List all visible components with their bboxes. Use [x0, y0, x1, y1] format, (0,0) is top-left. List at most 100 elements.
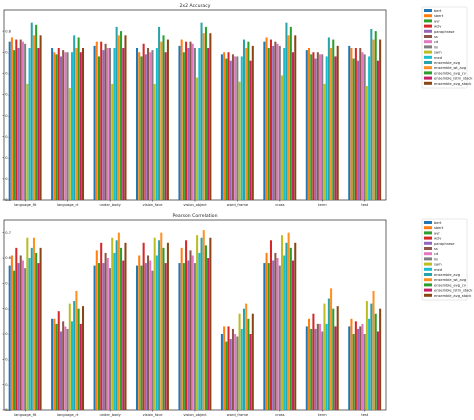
bar-avr-cross [267, 263, 270, 410]
y-tick-label: 0.4 [5, 114, 11, 118]
bar-sam-vision_face [153, 83, 156, 200]
bar-avr-language_fit [13, 50, 16, 200]
bar-cd-term [319, 323, 322, 410]
bar-ensemble_avg_cv-vision_face [162, 247, 165, 410]
bar-med-vision_object [198, 252, 201, 410]
bar-ensemble_avg-vision_face [158, 240, 161, 410]
bar-sbert-vision_object [180, 39, 183, 201]
bar-ensemble_avg_stack-cross [294, 242, 297, 410]
bar-paraphrase-test [357, 60, 360, 200]
bar-sam-cross [280, 75, 284, 200]
bar-ensemble_wt_avg-test [372, 290, 375, 410]
bar-sam-cross [280, 235, 284, 410]
bar-ss-cross [274, 41, 277, 200]
bar-avr-language_rt [55, 54, 58, 200]
bar-bert-term [305, 326, 308, 410]
bar-ensemble_avg_stack-vision_face [166, 242, 169, 410]
legend-swatch-ss [424, 247, 432, 250]
bar-ensemble_wt_avg-under_body [117, 232, 120, 410]
chart-2: Pearson Correlation 0.0 0.1 0.2 0.3 0.4 0.5 0.… [2, 213, 473, 417]
x-tick-label: term [318, 203, 327, 207]
bar-ss-vision_object [189, 41, 192, 200]
legend-label-ensemble_avg_cv: ensemble_avg_cv [434, 71, 467, 75]
bar-sbert-term [307, 48, 311, 200]
bar-w2v-language_rt [57, 48, 60, 200]
bar-sbert-term [307, 318, 311, 410]
bar-avr-under_body [97, 56, 100, 200]
bar-paraphrase-under_body [102, 50, 105, 200]
y-tick-label: 0.7 [5, 50, 11, 54]
bar-w2v-vision_object [185, 240, 188, 410]
bar-med-vision_face [155, 255, 158, 410]
y-tick-label: 0.4 [5, 307, 11, 311]
bar-ensemble_avg_stack-test [379, 39, 382, 201]
bar-paraphrase-term [314, 328, 317, 410]
bar-lin-vision_face [151, 270, 154, 410]
bar-lin-language_fit [24, 43, 27, 200]
bar-ensemble_avg_stack-under_body [124, 35, 127, 200]
bar-med-term [325, 56, 328, 200]
bar-ensemble_wt_avg-test [372, 39, 375, 201]
bar-med-under_body [113, 48, 116, 200]
bar-bert-language_rt [51, 48, 54, 200]
bar-cd-language_fit [21, 260, 24, 410]
bar-bert-term [305, 50, 308, 200]
bar-ensemble_wt_avg-vision_face [160, 232, 163, 410]
legend-swatch-lin [424, 257, 432, 261]
bar-ensemble_avg-language_rt [73, 35, 76, 200]
bar-lin-term [321, 54, 324, 200]
legend-swatch-bert [424, 9, 432, 12]
x-tick-label: under_body [100, 413, 122, 417]
bar-cd-under_body [106, 48, 109, 200]
bar-bert-word_frame [220, 334, 223, 410]
bar-w2v-cross [269, 39, 272, 201]
legend-swatch-w2v [424, 236, 432, 240]
bar-ensemble_avg-under_body [115, 26, 118, 200]
bar-paraphrase-language_rt [59, 56, 62, 200]
bar-ensemble_avg-vision_object [200, 237, 203, 410]
legend-label-ensemble_avg_cv: ensemble_avg_cv [434, 283, 467, 287]
legend-label-sbert: sbert [434, 14, 444, 18]
bar-lin-term [321, 331, 324, 410]
bar-w2v-vision_face [142, 43, 145, 200]
bar-sbert-language_fit [10, 37, 13, 200]
x-tick-label: test [361, 413, 368, 417]
bar-sbert-language_rt [53, 318, 56, 410]
legend-label-paraphrase: paraphrase [434, 242, 455, 246]
bar-lin-word_frame [236, 336, 239, 410]
bar-sam-test [365, 301, 368, 410]
bar-ensemble_avg-term [327, 298, 330, 410]
bar-ensemble_lstm_stack-term [334, 56, 337, 200]
legend-swatch-lin [424, 45, 432, 49]
x-tick-label: word_frame [227, 413, 249, 417]
x-tick-label: language_rt [57, 413, 79, 417]
bar-ss-word_frame [231, 328, 234, 410]
x-tick-label: language_fit [14, 203, 37, 207]
y-tick-label: 0.6 [5, 256, 11, 260]
bar-bert-vision_face [136, 48, 139, 200]
y-tick-label: 0.0 [5, 198, 11, 202]
y-tick-label: 0.1 [5, 177, 11, 181]
legend-swatch-ensemble_wt_avg [424, 66, 432, 70]
bar-ss-vision_object [189, 250, 192, 410]
bar-avr-cross [267, 48, 270, 200]
bar-ensemble_avg-vision_object [200, 22, 203, 201]
bar-ensemble_avg_stack-cross [294, 35, 297, 200]
legend-label-ensemble_lstm_stack: ensemble_lstm_stack [434, 289, 473, 293]
bar-cd-test [361, 52, 364, 200]
legend-label-ensemble_wt_avg: ensemble_wt_avg [434, 278, 466, 282]
bar-ensemble_lstm_stack-language_rt [79, 323, 82, 410]
legend-swatch-ensemble_avg_cv [424, 283, 432, 287]
legend-label-med: med [434, 56, 442, 60]
legend-swatch-ensemble_lstm_stack [424, 288, 432, 292]
bar-med-language_rt [70, 52, 74, 200]
legend-label-avr: avr [434, 231, 440, 235]
legend-label-med: med [434, 268, 442, 272]
y-tick-label: 0.1 [5, 383, 11, 387]
bar-sbert-vision_face [138, 52, 141, 200]
bar-avr-vision_object [182, 52, 185, 200]
bar-w2v-under_body [100, 41, 103, 200]
x-tick-label: test [361, 203, 368, 207]
x-tick-label: vision_object [183, 203, 207, 207]
bar-avr-vision_object [182, 263, 185, 410]
